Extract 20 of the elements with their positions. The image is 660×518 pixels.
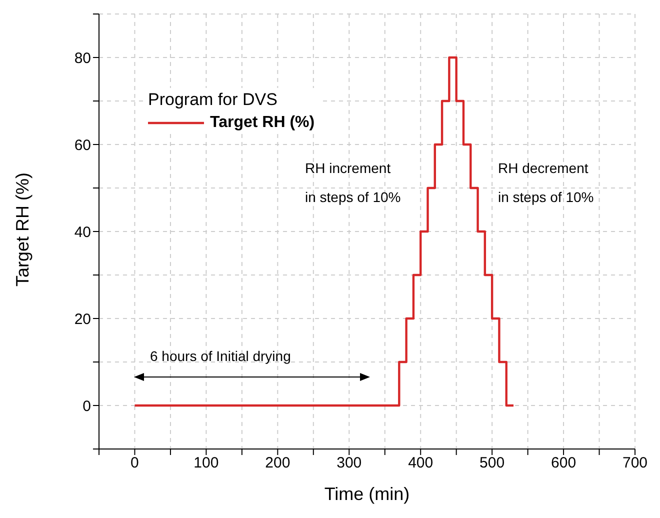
x-tick-label: 200: [265, 454, 290, 472]
annotation: RH decrement in steps of 10%: [498, 159, 594, 207]
x-tick-label: 700: [622, 454, 648, 472]
y-tick-label: 40: [74, 224, 91, 241]
annotation: 6 hours of Initial drying: [150, 347, 291, 366]
x-tick-label: 100: [194, 454, 219, 472]
x-tick-label: 600: [551, 454, 576, 472]
x-tick-label: 300: [336, 454, 362, 472]
y-tick-label: 60: [74, 136, 91, 154]
y-tick-label: 80: [74, 50, 91, 67]
x-tick-label: 500: [480, 454, 505, 472]
legend-label: Target RH (%): [210, 114, 315, 132]
y-axis-title: Target RH (%): [12, 172, 32, 286]
x-tick-label: 400: [408, 454, 434, 472]
y-tick-label: 0: [82, 398, 91, 415]
legend-title: Program for DVS: [148, 90, 278, 110]
x-axis-title: Time (min): [324, 484, 410, 504]
annotation: RH increment in steps of 10%: [305, 159, 401, 207]
x-tick-label: 0: [130, 454, 139, 472]
y-tick-label: 20: [74, 310, 91, 328]
